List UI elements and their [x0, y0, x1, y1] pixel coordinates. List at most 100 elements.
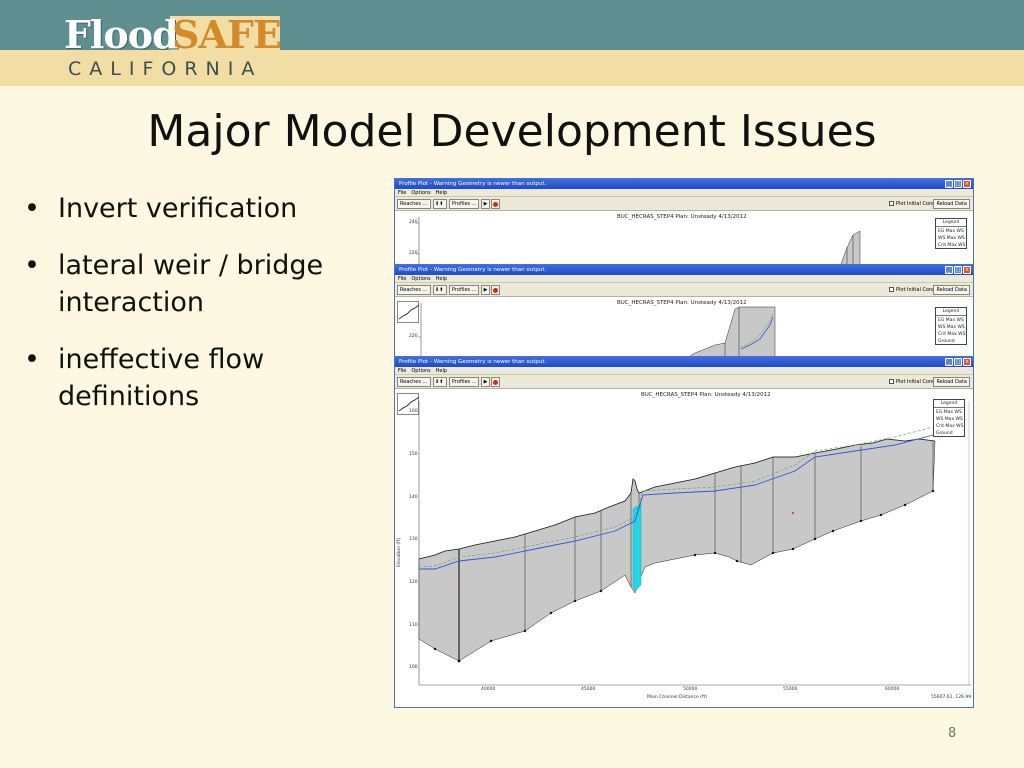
bullet-item: • ineffective flow definitions	[20, 341, 380, 415]
plot-initial-conditions-checkbox[interactable]: Plot Initial Conditions	[889, 200, 949, 208]
plot-legend: Legend EG Max WS WS Max WS Crit Max WS	[935, 218, 967, 249]
play-icon[interactable]: ▶	[481, 285, 490, 295]
record-icon[interactable]	[491, 285, 500, 295]
x-tick-label: 50000	[683, 687, 698, 692]
legend-title: Legend	[936, 219, 966, 227]
y-tick-label: 160	[409, 409, 418, 414]
up-down-arrows-icon[interactable]: ⬇⬆	[433, 199, 447, 209]
y-tick-label: 240	[409, 220, 418, 225]
legend-item-eg: EG Max WS	[936, 410, 962, 415]
cursor-coordinate-readout: 55607.61, 126.99	[931, 695, 972, 700]
menu-options[interactable]: Options	[411, 276, 431, 282]
play-icon[interactable]: ▶	[481, 199, 490, 209]
window-title: Profile Plot - Warning Geometry is newer…	[399, 267, 547, 273]
thumbnail-sparkline-icon	[398, 304, 420, 320]
legend-item-ground: Ground	[938, 339, 955, 344]
reaches-button[interactable]: Reaches ...	[397, 285, 431, 295]
plot-legend: Legend EG Max WS WS Max WS Crit Max WS G…	[935, 307, 967, 345]
profiles-button[interactable]: Profiles ...	[449, 377, 479, 387]
menu-file[interactable]: File	[398, 276, 407, 282]
x-tick-label: 55000	[783, 687, 798, 692]
record-icon[interactable]	[491, 199, 500, 209]
profiles-button[interactable]: Profiles ...	[449, 285, 479, 295]
close-icon[interactable]: ×	[963, 358, 971, 366]
menu-help[interactable]: Help	[435, 276, 448, 282]
up-down-arrows-icon[interactable]: ⬇⬆	[433, 285, 447, 295]
plot-title: BUC_HECRAS_STEP4 Plan: Unsteady 4/13/201…	[617, 214, 747, 220]
menu-bar: File Options Help	[395, 367, 973, 375]
maximize-icon[interactable]: □	[954, 180, 962, 188]
y-tick-label: 110	[409, 623, 418, 628]
legend-title: Legend	[934, 400, 964, 408]
profile-plot-window-2[interactable]: Profile Plot - Warning Geometry is newer…	[394, 264, 974, 358]
minimize-icon[interactable]: _	[945, 266, 953, 274]
window-titlebar[interactable]: Profile Plot - Warning Geometry is newer…	[395, 357, 973, 367]
plot-legend: Legend EG Max WS WS Max WS Crit Max WS G…	[933, 399, 965, 437]
plot-initial-conditions-checkbox[interactable]: Plot Initial Conditions	[889, 286, 949, 294]
legend-item-ws: WS Max WS	[938, 325, 965, 330]
bullet-item: • lateral weir / bridge interaction	[20, 247, 380, 321]
plot-toolbar: Reaches ... ⬇⬆ Profiles ... ▶ Plot Initi…	[395, 375, 973, 389]
profile-thumbnail[interactable]	[397, 301, 420, 323]
reaches-button[interactable]: Reaches ...	[397, 377, 431, 387]
y-tick-label: 140	[409, 495, 418, 500]
reload-data-button[interactable]: Reload Data	[933, 199, 970, 209]
profile-plot-area[interactable]: BUC_HECRAS_STEP4 Plan: Unsteady 4/13/201…	[395, 391, 973, 707]
bullet-text: Invert verification	[58, 193, 298, 224]
plot-initial-conditions-checkbox[interactable]: Plot Initial Conditions	[889, 378, 949, 386]
menu-file[interactable]: File	[398, 190, 407, 196]
bullet-item: • Invert verification	[20, 190, 380, 227]
profile-plot-area[interactable]: BUC_HECRAS_STEP4 Plan: Unsteady 4/13/201…	[395, 299, 973, 357]
reload-data-button[interactable]: Reload Data	[933, 377, 970, 387]
plot-initial-conditions-label: Plot Initial Conditions	[896, 379, 949, 385]
profile-plot-window-3[interactable]: Profile Plot - Warning Geometry is newer…	[394, 356, 974, 708]
y-tick-label: 130	[409, 537, 418, 542]
plot-toolbar: Reaches ... ⬇⬆ Profiles ... ▶ Plot Initi…	[395, 283, 973, 297]
record-icon[interactable]	[491, 377, 500, 387]
x-tick-label: 60000	[885, 687, 900, 692]
logo-safe-text: SAFE	[172, 12, 282, 57]
close-icon[interactable]: ×	[963, 180, 971, 188]
minimize-icon[interactable]: _	[945, 180, 953, 188]
profile-thumbnail[interactable]	[397, 393, 420, 415]
profile-plot-area[interactable]: BUC_HECRAS_STEP4 Plan: Unsteady 4/13/201…	[395, 213, 973, 265]
profile-chart-svg	[418, 303, 776, 357]
profiles-button[interactable]: Profiles ...	[449, 199, 479, 209]
bullet-dot-icon: •	[24, 344, 40, 375]
menu-options[interactable]: Options	[411, 190, 431, 196]
slide-number: 8	[948, 726, 957, 741]
maximize-icon[interactable]: □	[954, 266, 962, 274]
plot-title: BUC_HECRAS_STEP4 Plan: Unsteady 4/13/201…	[641, 392, 771, 398]
x-tick-label: 45000	[581, 687, 596, 692]
reload-data-button[interactable]: Reload Data	[933, 285, 970, 295]
bullet-list: • Invert verification • lateral weir / bri…	[20, 190, 380, 435]
up-down-arrows-icon[interactable]: ⬇⬆	[433, 377, 447, 387]
close-icon[interactable]: ×	[963, 266, 971, 274]
menu-file[interactable]: File	[398, 368, 407, 374]
menu-help[interactable]: Help	[435, 368, 448, 374]
play-icon[interactable]: ▶	[481, 377, 490, 387]
bullet-text: ineffective flow definitions	[58, 344, 265, 412]
floodsafe-logo: Flood SAFE CALIFORNIA	[60, 8, 282, 80]
maximize-icon[interactable]: □	[954, 358, 962, 366]
x-axis-label: Main Channel Distance (ft)	[647, 695, 707, 700]
menu-bar: File Options Help	[395, 275, 973, 283]
legend-item-eg: EG Max WS	[938, 318, 964, 323]
bullet-text: lateral weir / bridge interaction	[58, 250, 324, 318]
profile-plot-window-1[interactable]: Profile Plot - Warning Geometry is newer…	[394, 178, 974, 266]
y-tick-label: 100	[409, 665, 418, 670]
bullet-dot-icon: •	[24, 193, 40, 224]
window-title: Profile Plot - Warning Geometry is newer…	[399, 359, 547, 365]
plot-toolbar: Reaches ... ⬇⬆ Profiles ... ▶ Plot Initi…	[395, 197, 973, 211]
header-banner-bottom	[0, 50, 1024, 86]
window-titlebar[interactable]: Profile Plot - Warning Geometry is newer…	[395, 179, 973, 189]
menu-options[interactable]: Options	[411, 368, 431, 374]
legend-title: Legend	[936, 308, 966, 316]
thumbnail-sparkline-icon	[398, 396, 420, 412]
legend-item-crit: Crit Max WS	[938, 243, 966, 248]
reaches-button[interactable]: Reaches ...	[397, 199, 431, 209]
menu-help[interactable]: Help	[435, 190, 448, 196]
window-titlebar[interactable]: Profile Plot - Warning Geometry is newer…	[395, 265, 973, 275]
plot-initial-conditions-label: Plot Initial Conditions	[896, 201, 949, 207]
minimize-icon[interactable]: _	[945, 358, 953, 366]
